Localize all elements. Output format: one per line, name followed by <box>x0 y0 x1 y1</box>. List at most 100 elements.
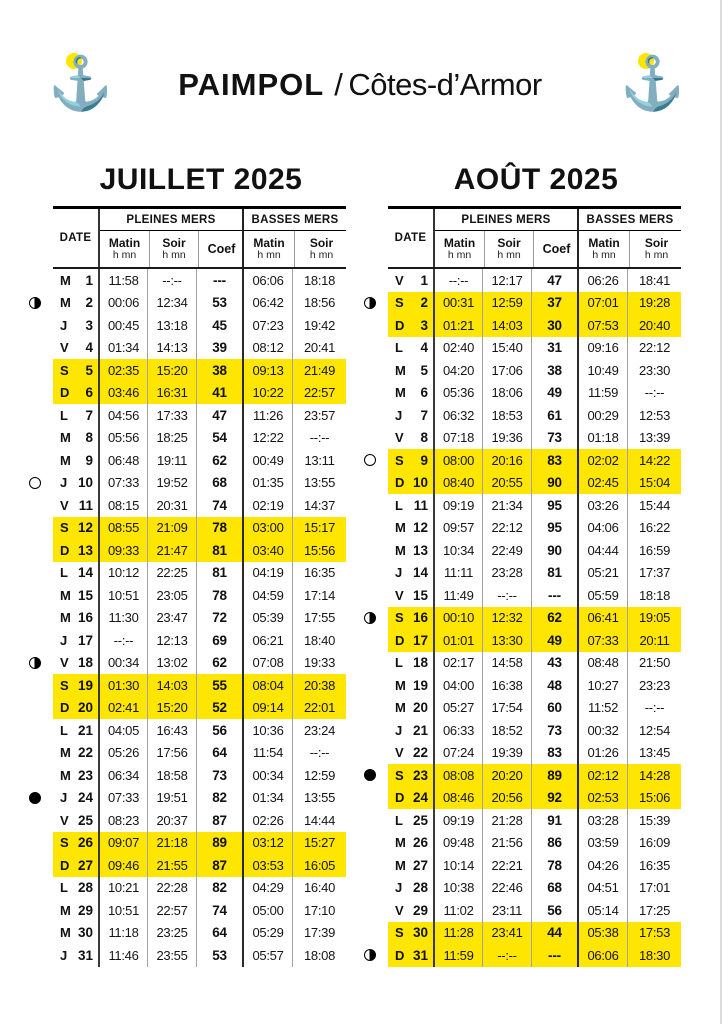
date-cell: V 11 <box>60 497 93 513</box>
low-tide-morning-cell: 05:57 <box>242 944 292 967</box>
high-tide-morning-cell: 01:30 <box>98 674 147 697</box>
low-tide-morning-cell: 01:35 <box>242 471 292 494</box>
date-cell: M 27 <box>395 857 428 873</box>
high-tide-morning-cell: 00:10 <box>433 606 482 629</box>
tide-row: S 19 01:30 14:03 55 08:04 20:38 <box>27 674 346 697</box>
tide-row: M 15 10:51 23:05 78 04:59 17:14 <box>27 584 346 607</box>
high-tide-morning-cell: 11:11 <box>433 561 482 584</box>
moon-spacer <box>362 697 388 720</box>
date-cell: D 13 <box>53 539 98 562</box>
moon-spacer <box>27 337 53 360</box>
date-cell: J 31 <box>60 947 93 963</box>
tide-row: S 9 08:00 20:16 83 02:02 14:22 <box>362 449 681 472</box>
low-tide-morning-cell: 05:00 <box>242 899 292 922</box>
date-cell: S 23 <box>388 764 433 787</box>
moon-spacer <box>362 562 388 585</box>
high-tide-evening-cell: 14:13 <box>147 336 196 359</box>
coefficient-cell: 52 <box>196 696 242 719</box>
tide-row: D 20 02:41 15:20 52 09:14 22:01 <box>27 696 346 719</box>
high-tide-morning-cell: 08:40 <box>433 471 482 494</box>
moon-spacer <box>27 629 53 652</box>
date-cell: D 20 <box>53 696 98 719</box>
low-tide-morning-cell: 01:34 <box>242 786 292 809</box>
date-cell: V 29 <box>395 902 428 918</box>
low-tide-morning-cell: 01:18 <box>577 426 627 449</box>
low-tide-morning-cell: 06:06 <box>577 944 627 967</box>
low-tide-morning-cell: 11:59 <box>577 381 627 404</box>
moon-spacer <box>27 877 53 900</box>
tide-row: V 15 11:49 --:-- --- 05:59 18:18 <box>362 584 681 607</box>
moon-spacer <box>27 922 53 945</box>
high-tide-evening-cell: 16:31 <box>147 381 196 404</box>
tide-row: M 2 00:06 12:34 53 06:42 18:56 <box>27 291 346 314</box>
moon-spacer <box>27 742 53 765</box>
coefficient-cell: 95 <box>531 516 577 539</box>
low-tide-morning-cell: 07:53 <box>577 314 627 337</box>
low-tide-morning-cell: 08:04 <box>242 674 292 697</box>
moon-spacer <box>362 719 388 742</box>
low-tide-evening-cell: 17:53 <box>627 921 681 944</box>
date-cell: M 30 <box>60 925 93 941</box>
moon-spacer <box>27 427 53 450</box>
low-tide-evening-cell: 12:54 <box>627 719 681 742</box>
coefficient-cell: 89 <box>196 831 242 854</box>
low-tide-evening-cell: 18:18 <box>627 584 681 607</box>
date-cell: V 15 <box>395 587 428 603</box>
low-tide-morning-cell: 03:53 <box>242 854 292 877</box>
title-separator: / <box>334 67 343 102</box>
tide-row: L 7 04:56 17:33 47 11:26 23:57 <box>27 404 346 427</box>
moon-spacer <box>27 449 53 472</box>
tide-row: S 30 11:28 23:41 44 05:38 17:53 <box>362 921 681 944</box>
tide-row: M 12 09:57 22:12 95 04:06 16:22 <box>362 516 681 539</box>
high-tides-group-header: PLEINES MERS Matin h mn Soir h mn Coef <box>433 209 577 267</box>
high-tide-evening-cell: 19:52 <box>147 471 196 494</box>
tide-row: J 7 06:32 18:53 61 00:29 12:53 <box>362 404 681 427</box>
low-tide-evening-cell: 16:09 <box>627 831 681 854</box>
low-tide-evening-cell: 15:56 <box>292 539 346 562</box>
high-tide-evening-cell: 17:54 <box>482 696 531 719</box>
tide-table-body: V 1 --:-- 12:17 47 06:26 18:41 S 2 00:31 12:59 37 07… <box>362 269 681 967</box>
coefficient-cell: 68 <box>196 471 242 494</box>
tide-row: S 23 08:08 20:20 89 02:12 14:28 <box>362 764 681 787</box>
low-tide-morning-cell: 07:23 <box>242 314 292 337</box>
moon-spacer <box>362 652 388 675</box>
date-cell: M 20 <box>395 700 428 716</box>
low-tide-morning-cell: 02:26 <box>242 809 292 832</box>
moon-spacer <box>362 809 388 832</box>
high-tide-morning-cell: 07:33 <box>98 471 147 494</box>
low-tide-evening-cell: 18:30 <box>627 944 681 967</box>
morning-column-header: Matin h mn <box>108 236 141 261</box>
coefficient-cell: 49 <box>531 629 577 652</box>
low-tide-morning-cell: 02:12 <box>577 764 627 787</box>
high-tide-evening-cell: 15:20 <box>147 359 196 382</box>
high-tide-evening-cell: 19:51 <box>147 786 196 809</box>
low-tide-morning-cell: 10:49 <box>577 359 627 382</box>
low-tide-evening-cell: 17:39 <box>292 921 346 944</box>
low-tide-morning-cell: 09:16 <box>577 336 627 359</box>
evening-column-header: Soir h mn <box>149 231 198 267</box>
high-tide-evening-cell: 19:39 <box>482 741 531 764</box>
moon-spacer <box>27 494 53 517</box>
low-tide-evening-cell: 14:28 <box>627 764 681 787</box>
low-tide-evening-cell: 14:44 <box>292 809 346 832</box>
low-tide-evening-cell: 20:38 <box>292 674 346 697</box>
high-tide-morning-cell: 07:18 <box>433 426 482 449</box>
date-cell: J 14 <box>395 565 428 581</box>
coefficient-cell: 62 <box>196 449 242 472</box>
low-tide-morning-cell: 11:54 <box>242 741 292 764</box>
tide-row: D 24 08:46 20:56 92 02:53 15:06 <box>362 786 681 809</box>
low-tide-evening-cell: 15:17 <box>292 516 346 539</box>
tide-row: L 14 10:12 22:25 81 04:19 16:35 <box>27 561 346 584</box>
high-tide-evening-cell: 15:20 <box>147 696 196 719</box>
high-tide-evening-cell: 13:18 <box>147 314 196 337</box>
low-tide-evening-cell: 14:37 <box>292 494 346 517</box>
high-tide-morning-cell: 09:48 <box>433 831 482 854</box>
tide-row: S 16 00:10 12:32 62 06:41 19:05 <box>362 606 681 629</box>
moon-spacer <box>362 742 388 765</box>
moon-quarter-icon <box>362 944 388 967</box>
